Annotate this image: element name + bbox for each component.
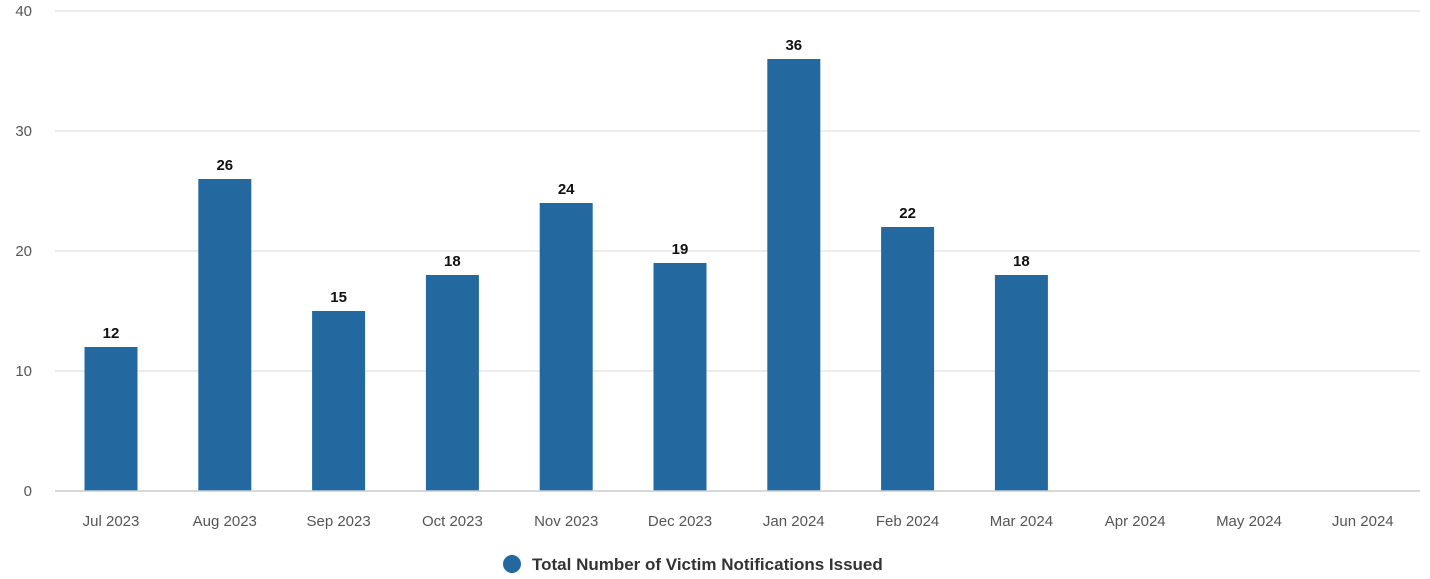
y-tick-label: 0 (24, 483, 32, 500)
legend[interactable]: Total Number of Victim Notifications Iss… (503, 555, 883, 574)
y-tick-label: 20 (15, 243, 32, 260)
x-tick-label: Sep 2023 (306, 513, 370, 530)
x-tick-label: Nov 2023 (534, 513, 598, 530)
bar[interactable] (994, 275, 1048, 491)
data-label: 18 (1013, 253, 1030, 270)
bar[interactable] (312, 311, 366, 491)
data-label: 19 (672, 241, 689, 258)
y-axis: 0 10 20 30 40 (15, 3, 32, 500)
legend-marker-icon[interactable] (503, 555, 521, 573)
x-tick-label: Apr 2024 (1105, 513, 1166, 530)
bar[interactable] (767, 59, 821, 491)
data-label: 18 (444, 253, 461, 270)
x-tick-label: Dec 2023 (648, 513, 712, 530)
grid-lines (55, 10, 1420, 372)
bar[interactable] (653, 263, 707, 491)
x-tick-label: Mar 2024 (990, 513, 1053, 530)
x-tick-label: Jul 2023 (83, 513, 140, 530)
bar[interactable] (84, 347, 138, 491)
x-axis: Jul 2023 Aug 2023 Sep 2023 Oct 2023 Nov 2023… (55, 490, 1420, 530)
y-tick-label: 40 (15, 3, 32, 20)
bar[interactable] (198, 179, 252, 491)
x-tick-label: Oct 2023 (422, 513, 483, 530)
bar-series (84, 59, 1048, 491)
data-label: 26 (216, 157, 233, 174)
x-tick-label: Jan 2024 (763, 513, 825, 530)
x-tick-label: Jun 2024 (1332, 513, 1394, 530)
x-tick-label: Feb 2024 (876, 513, 939, 530)
data-label: 24 (558, 181, 575, 198)
data-labels: 12 26 15 18 24 19 36 22 18 (103, 37, 1030, 342)
data-label: 36 (785, 37, 802, 54)
legend-label[interactable]: Total Number of Victim Notifications Iss… (532, 555, 883, 574)
x-tick-label: May 2024 (1216, 513, 1282, 530)
bar[interactable] (425, 275, 479, 491)
y-tick-label: 30 (15, 123, 32, 140)
x-tick-label: Aug 2023 (193, 513, 257, 530)
bar[interactable] (881, 227, 935, 491)
bar[interactable] (539, 203, 593, 491)
data-label: 22 (899, 205, 916, 222)
data-label: 12 (103, 325, 120, 342)
y-tick-label: 10 (15, 363, 32, 380)
data-label: 15 (330, 289, 347, 306)
